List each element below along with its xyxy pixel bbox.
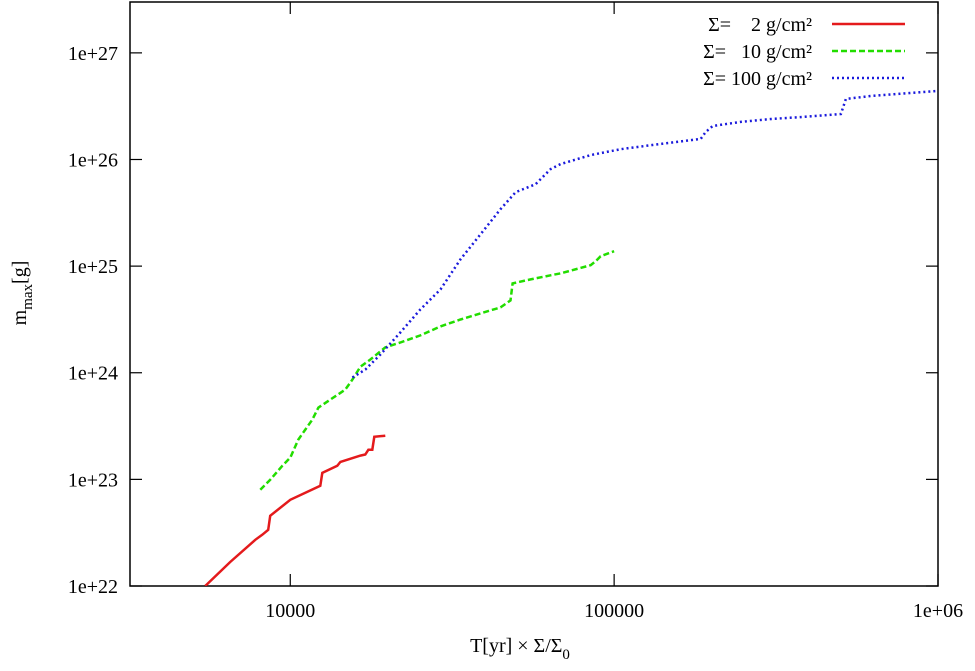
legend-label: Σ= 2 g/cm²: [708, 14, 812, 36]
legend-label: Σ= 10 g/cm²: [703, 41, 812, 63]
x-tick-label: 100000: [584, 600, 644, 622]
y-tick-label: 1e+25: [68, 256, 118, 278]
y-tick-label: 1e+23: [68, 469, 118, 491]
y-label-main: m: [9, 309, 31, 325]
x-tick-label: 1e+06: [913, 600, 963, 622]
y-tick-label: 1e+22: [68, 576, 118, 598]
y-tick-label: 1e+26: [68, 149, 118, 171]
x-tick-label: 10000: [265, 600, 315, 622]
y-label-sub: max: [20, 283, 36, 309]
series-line: [259, 250, 615, 491]
plot-area: [204, 89, 938, 586]
y-tick-label: 1e+24: [68, 363, 118, 385]
plot-frame: [129, 1, 939, 587]
y-axis-label: mmax[g]: [9, 261, 36, 326]
series-line: [351, 89, 938, 379]
series-line: [204, 434, 386, 586]
x-label-sub: 0: [562, 647, 570, 663]
x-label-main: T[yr] × Σ/Σ: [470, 635, 562, 657]
y-tick-label: 1e+27: [68, 43, 118, 65]
x-axis-label: T[yr] × Σ/Σ0: [470, 635, 570, 663]
y-label-tail: [g]: [9, 261, 31, 284]
legend-label: Σ= 100 g/cm²: [703, 68, 812, 90]
